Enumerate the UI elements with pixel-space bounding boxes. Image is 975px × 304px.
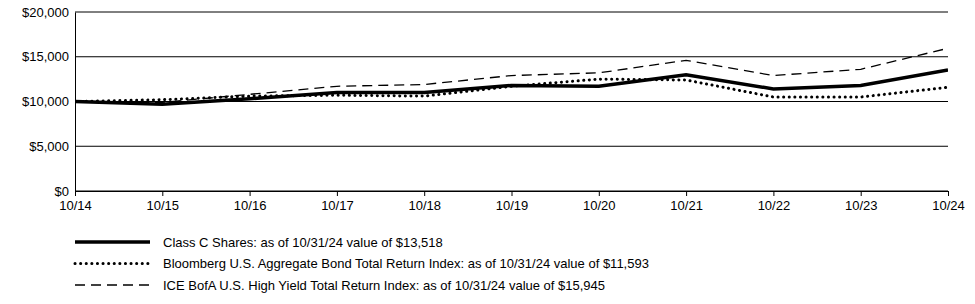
x-tick-label: 10/22	[758, 198, 791, 213]
x-tick-mark	[773, 191, 774, 196]
y-tick-label: $10,000	[22, 94, 69, 109]
x-tick-label: 10/23	[845, 198, 878, 213]
x-tick: 10/15	[147, 191, 180, 213]
x-tick: 10/23	[845, 191, 878, 213]
x-tick: 10/14	[59, 191, 92, 213]
x-tick: 10/20	[583, 191, 616, 213]
grid	[75, 12, 948, 191]
x-axis-line	[76, 192, 949, 197]
chart: $0$5,000$10,000$15,000$20,00010/1410/151…	[0, 0, 975, 304]
x-tick: 10/19	[496, 191, 529, 213]
y-tick-label: $0	[55, 184, 69, 199]
x-tick-label: 10/21	[670, 198, 703, 213]
x-tick: 10/24	[932, 191, 965, 213]
x-tick-label: 10/14	[59, 198, 92, 213]
series-line	[75, 48, 948, 102]
x-tick-mark	[948, 191, 949, 196]
x-tick-mark	[75, 191, 76, 196]
y-tick: $20,000	[22, 5, 75, 20]
x-tick-mark	[424, 191, 425, 196]
y-axis: $0 $5,000 $10,000 $15,000 $20,000	[22, 5, 76, 199]
y-tick: $10,000	[22, 94, 75, 109]
legend-label: Bloomberg U.S. Aggregate Bond Total Retu…	[163, 256, 649, 271]
x-tick-label: 10/16	[234, 198, 267, 213]
x-tick: 10/21	[670, 191, 703, 213]
x-tick-label: 10/20	[583, 198, 616, 213]
legend-swatch	[75, 262, 150, 265]
x-tick: 10/16	[234, 191, 267, 213]
legend: Class C Shares: as of 10/31/24 value of …	[75, 235, 649, 293]
x-tick-mark	[512, 191, 513, 196]
x-tick-label: 10/17	[321, 198, 354, 213]
y-tick: $0	[55, 184, 75, 199]
x-tick-mark	[162, 191, 163, 196]
x-tick: 10/18	[408, 191, 441, 213]
x-tick-mark	[337, 191, 338, 196]
x-tick: 10/22	[758, 191, 791, 213]
x-tick-label: 10/15	[147, 198, 180, 213]
x-tick-label: 10/18	[408, 198, 441, 213]
y-tick-label: $20,000	[22, 5, 69, 20]
x-tick-mark	[861, 191, 862, 196]
x-tick-label: 10/24	[932, 198, 965, 213]
y-tick: $5,000	[29, 139, 75, 154]
x-tick-label: 10/19	[496, 198, 529, 213]
x-tick: 10/17	[321, 191, 354, 213]
legend-label: Class C Shares: as of 10/31/24 value of …	[163, 235, 443, 250]
legend-swatch	[75, 240, 150, 244]
legend-label: ICE BofA U.S. High Yield Total Return In…	[163, 278, 605, 293]
grid-line	[75, 56, 948, 57]
grid-line	[75, 12, 948, 13]
y-tick-label: $15,000	[22, 49, 69, 64]
x-tick-mark	[686, 191, 687, 196]
legend-swatch	[75, 284, 150, 285]
x-tick-mark	[250, 191, 251, 196]
x-axis: 10/14 10/15 10/16 10/17 10/18 10/19 10/20 10/21…	[59, 191, 965, 213]
y-tick: $15,000	[22, 49, 75, 64]
x-tick-mark	[599, 191, 600, 196]
y-tick-label: $5,000	[29, 139, 69, 154]
grid-line	[75, 146, 948, 147]
lines	[75, 48, 948, 104]
